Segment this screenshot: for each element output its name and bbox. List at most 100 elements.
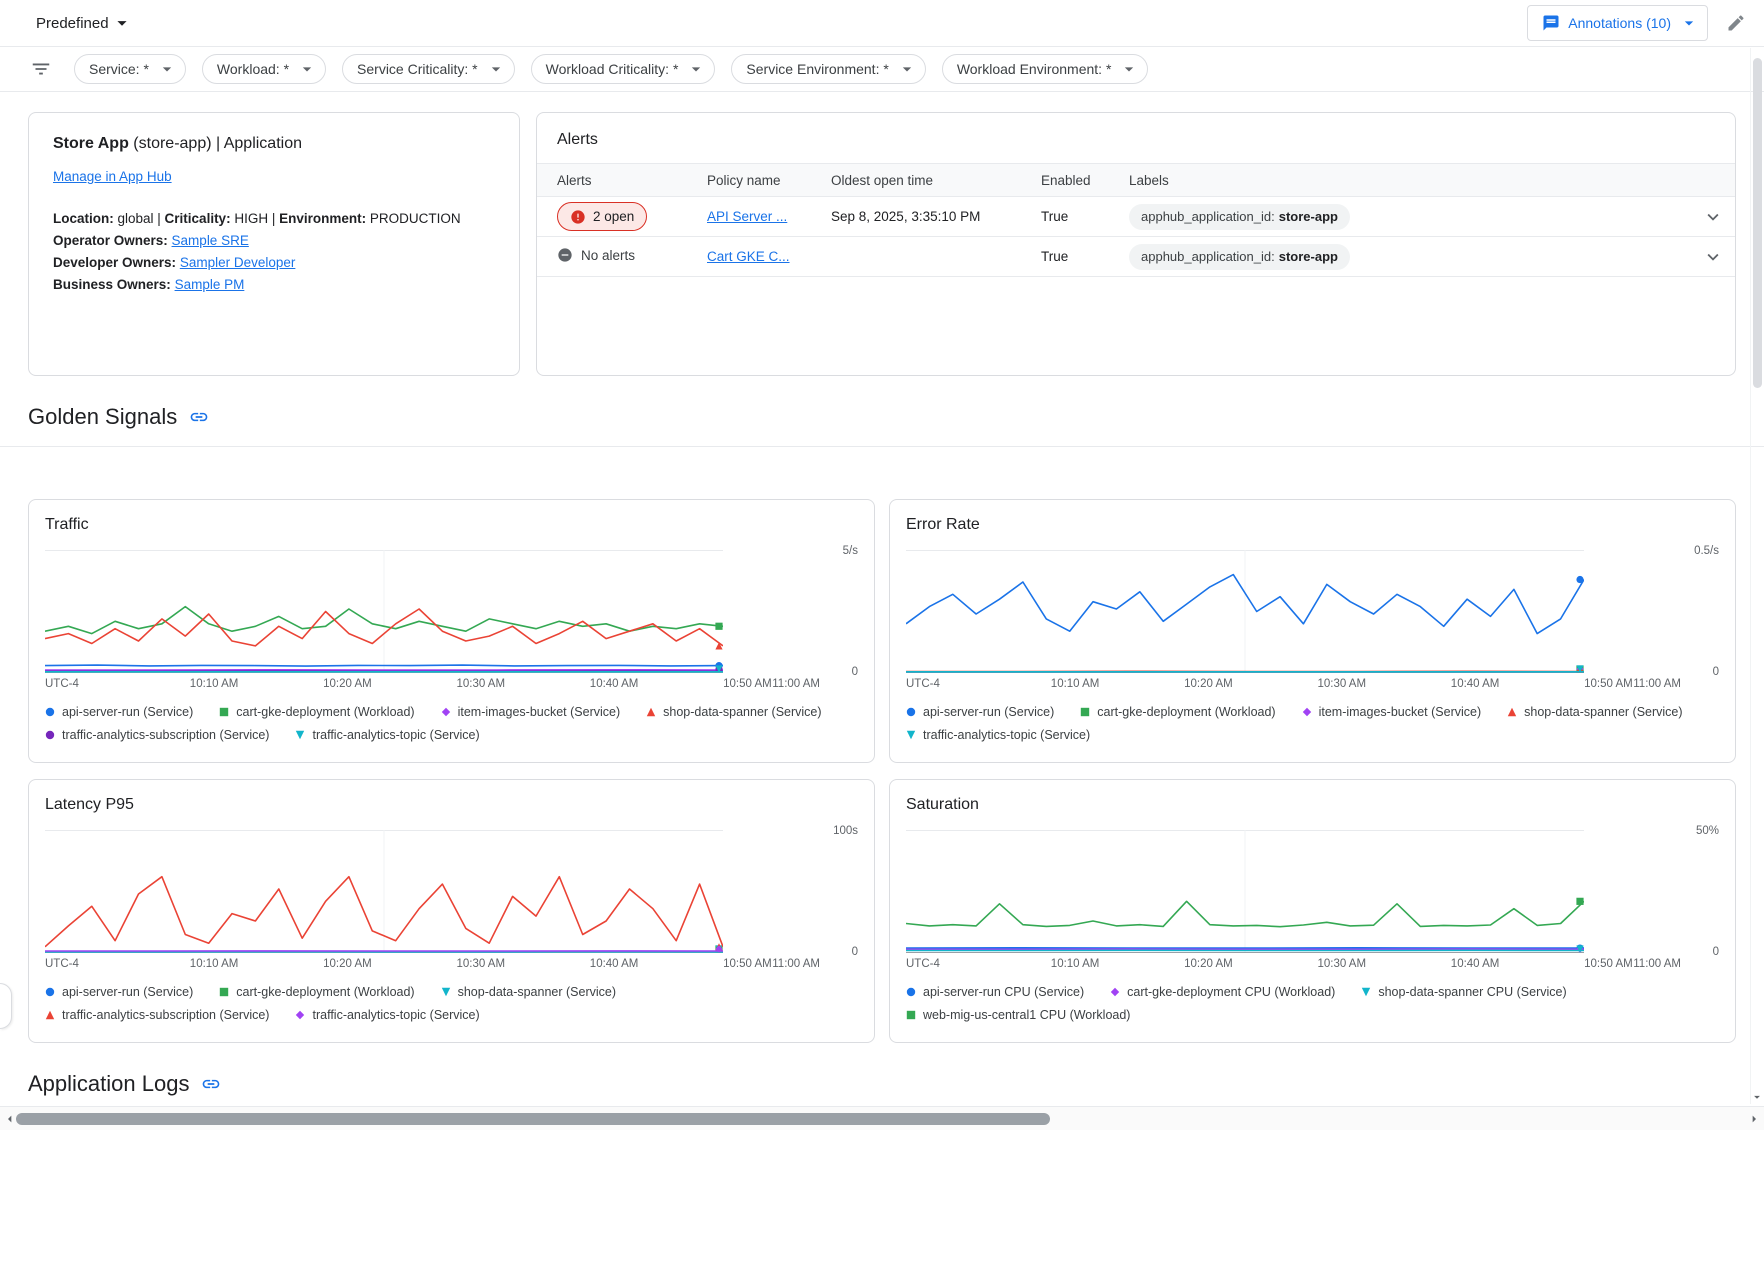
y-axis-min-label: 0 <box>851 666 858 678</box>
legend-item[interactable]: cart-gke-deployment (Workload) <box>1080 705 1276 719</box>
legend-label: traffic-analytics-topic (Service) <box>312 728 480 742</box>
chart-title: Saturation <box>906 796 979 813</box>
alerts-column-header: Labels <box>1129 172 1169 188</box>
legend-item[interactable]: api-server-run CPU (Service) <box>906 985 1084 999</box>
scroll-right-arrow-icon[interactable] <box>1746 1111 1762 1127</box>
y-axis-min-label: 0 <box>851 946 858 958</box>
manage-in-app-hub-link[interactable]: Manage in App Hub <box>53 169 172 184</box>
x-axis-tick: 10:20 AM <box>1184 678 1233 690</box>
owner-link[interactable]: Sample PM <box>174 277 245 292</box>
legend-item[interactable]: api-server-run (Service) <box>906 705 1054 719</box>
legend-item[interactable]: api-server-run (Service) <box>45 985 193 999</box>
filter-chip[interactable]: Service Criticality: * <box>342 54 515 84</box>
legend-marker-triangle-down-icon <box>1362 987 1371 997</box>
legend-item[interactable]: traffic-analytics-subscription (Service) <box>45 728 269 742</box>
y-axis-max-label: 0.5/s <box>1694 545 1719 557</box>
chart-legend: api-server-run (Service) cart-gke-deploym… <box>45 985 858 1022</box>
filter-chip-label: Workload: * <box>216 61 290 77</box>
x-axis-tick: 10:50 AM <box>1584 678 1633 690</box>
legend-item[interactable]: shop-data-spanner (Service) <box>1507 705 1683 719</box>
owner-link[interactable]: Sample SRE <box>171 233 249 248</box>
view-selector-dropdown[interactable]: Predefined <box>36 12 133 34</box>
owner-label: Developer Owners: <box>53 255 177 270</box>
horizontal-scrollbar[interactable] <box>0 1106 1764 1130</box>
owner-line: Business Owners: Sample PM <box>53 274 495 296</box>
filter-chip[interactable]: Workload Environment: * <box>941 54 1149 84</box>
legend-item[interactable]: shop-data-spanner CPU (Service) <box>1361 985 1567 999</box>
divider <box>0 446 1764 447</box>
legend-label: shop-data-spanner (Service) <box>1524 705 1683 719</box>
legend-item[interactable]: traffic-analytics-topic (Service) <box>295 728 480 742</box>
legend-item[interactable]: web-mig-us-central1 CPU (Workload) <box>906 1008 1130 1022</box>
edit-icon[interactable] <box>1726 13 1746 33</box>
filter-chip[interactable]: Workload Criticality: * <box>530 54 716 84</box>
no-alerts-label: No alerts <box>581 247 636 263</box>
chart-plot <box>906 550 1584 673</box>
legend-item[interactable]: cart-gke-deployment (Workload) <box>219 705 415 719</box>
filter-chip[interactable]: Service: * <box>74 54 186 84</box>
link-icon[interactable] <box>189 407 209 427</box>
filter-chip-label: Service: * <box>89 61 149 77</box>
policy-name-link[interactable]: Cart GKE C... <box>707 249 790 264</box>
meta-label: Environment: <box>279 211 367 226</box>
legend-item[interactable]: shop-data-spanner (Service) <box>646 705 822 719</box>
x-axis-tick: 10:40 AM <box>1450 678 1500 690</box>
x-axis-tick: 10:10 AM <box>1050 958 1100 970</box>
legend-marker-square-icon <box>220 707 229 717</box>
legend-label: api-server-run (Service) <box>923 705 1055 719</box>
owner-line: Operator Owners: Sample SRE <box>53 230 495 252</box>
filter-chip[interactable]: Service Environment: * <box>731 54 926 84</box>
open-alerts-badge[interactable]: 2 open <box>557 202 648 231</box>
x-axis-tick: 10:30 AM <box>456 958 506 970</box>
legend-item[interactable]: traffic-analytics-subscription (Service) <box>45 1008 269 1022</box>
filter-chip[interactable]: Workload: * <box>201 54 327 84</box>
expand-row-button[interactable] <box>1702 246 1724 268</box>
x-axis-tick: 10:10 AM <box>1050 678 1100 690</box>
owner-link[interactable]: Sampler Developer <box>179 255 296 270</box>
legend-item[interactable]: item-images-bucket (Service) <box>441 705 621 719</box>
annotations-button[interactable]: Annotations (10) <box>1527 5 1708 41</box>
y-axis-max-label: 50% <box>1695 825 1719 837</box>
x-axis-tick: 11:00 AM <box>772 678 820 690</box>
legend-label: item-images-bucket (Service) <box>457 705 621 719</box>
meta-label: Location: <box>53 211 114 226</box>
chart-title: Error Rate <box>906 516 980 533</box>
dropdown-arrow-icon <box>162 67 172 72</box>
side-panel-handle[interactable] <box>0 983 12 1029</box>
legend-label: shop-data-spanner CPU (Service) <box>1378 985 1567 999</box>
dashboard-content: Store App (store-app) | Application Mana… <box>0 92 1764 1097</box>
chevron-down-icon <box>1707 213 1719 221</box>
legend-item[interactable]: item-images-bucket (Service) <box>1302 705 1481 719</box>
scroll-left-arrow-icon[interactable] <box>2 1111 18 1127</box>
overview-cards-row: Store App (store-app) | Application Mana… <box>28 112 1736 376</box>
chart-card-error-rate: Error Rate 0.5/s 0 UTC-4 10:10 AM 10:20 AM 10:… <box>889 499 1736 763</box>
legend-item[interactable]: traffic-analytics-topic (Service) <box>906 728 1090 742</box>
error-icon <box>571 209 585 224</box>
x-axis-labels: UTC-4 10:10 AM 10:20 AM 10:30 AM 10:40 AM 10:… <box>45 958 858 973</box>
legend-marker-triangle-up-icon <box>646 707 656 717</box>
expand-row-button[interactable] <box>1702 206 1724 228</box>
legend-item[interactable]: api-server-run (Service) <box>45 705 193 719</box>
application-info-card: Store App (store-app) | Application Mana… <box>28 112 520 376</box>
y-axis-max-label: 100s <box>833 825 858 837</box>
legend-item[interactable]: traffic-analytics-topic (Service) <box>295 1008 480 1022</box>
legend-marker-square-icon <box>906 1010 916 1020</box>
x-axis-labels: UTC-4 10:10 AM 10:20 AM 10:30 AM 10:40 AM 10:… <box>45 678 858 693</box>
chart-plot <box>45 550 723 673</box>
chart-plot-area: 50% 0 <box>906 825 1719 958</box>
x-axis-tick: 11:00 AM <box>1633 958 1681 970</box>
link-icon[interactable] <box>201 1074 221 1094</box>
legend-label: cart-gke-deployment (Workload) <box>236 705 415 719</box>
legend-label: api-server-run (Service) <box>62 985 194 999</box>
horizontal-scrollbar-thumb[interactable] <box>16 1113 1050 1125</box>
legend-item[interactable]: cart-gke-deployment CPU (Workload) <box>1110 985 1335 999</box>
vertical-scrollbar-thumb[interactable] <box>1753 58 1762 388</box>
chart-legend: api-server-run (Service) cart-gke-deploym… <box>45 705 858 742</box>
policy-name-link[interactable]: API Server ... <box>707 209 788 224</box>
legend-label: cart-gke-deployment (Workload) <box>236 985 415 999</box>
legend-item[interactable]: shop-data-spanner (Service) <box>441 985 616 999</box>
scroll-down-arrow-icon[interactable] <box>1750 1090 1764 1104</box>
legend-item[interactable]: cart-gke-deployment (Workload) <box>219 985 415 999</box>
dropdown-arrow-icon <box>1125 67 1134 72</box>
vertical-scrollbar[interactable] <box>1750 48 1764 1104</box>
